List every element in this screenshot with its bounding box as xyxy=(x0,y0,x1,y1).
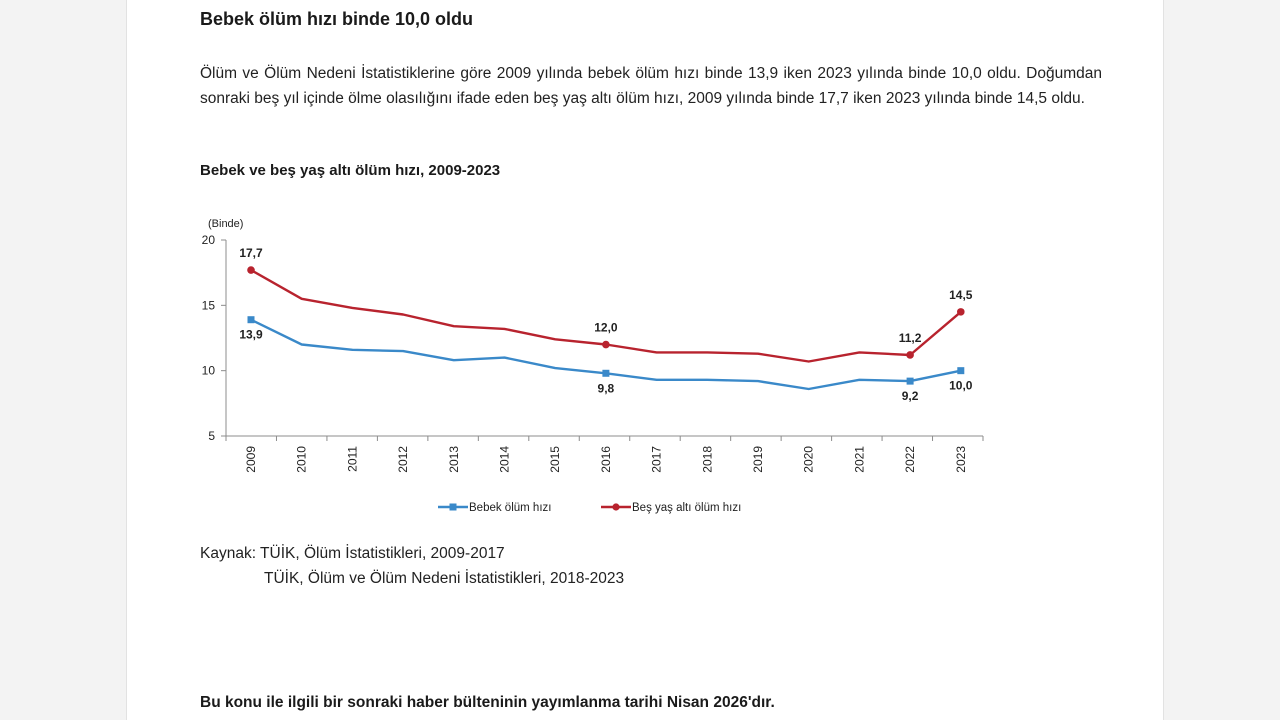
summary-paragraph: Ölüm ve Ölüm Nedeni İstatistiklerine gör… xyxy=(200,65,1102,107)
data-label: 11,2 xyxy=(899,331,922,345)
data-point-marker xyxy=(247,266,255,274)
y-unit-label: (Binde) xyxy=(208,218,243,230)
legend-marker xyxy=(612,503,620,511)
source-line-2: TÜİK, Ölüm ve Ölüm Nedeni İstatistikleri… xyxy=(264,570,625,587)
data-label: 9,8 xyxy=(598,381,615,395)
data-point-marker xyxy=(602,369,610,377)
x-tick-label: 2022 xyxy=(903,446,917,473)
legend-label: Beş yaş altı ölüm hızı xyxy=(632,502,741,514)
y-tick-label: 10 xyxy=(202,364,216,378)
x-tick-label: 2018 xyxy=(700,446,714,473)
x-tick-label: 2013 xyxy=(447,446,461,473)
x-tick-label: 2012 xyxy=(396,446,410,473)
x-tick-label: 2014 xyxy=(498,446,512,473)
data-point-marker xyxy=(602,340,610,349)
y-tick-label: 15 xyxy=(202,298,216,312)
data-point-marker xyxy=(906,351,914,359)
y-tick-label: 20 xyxy=(202,233,216,247)
data-point-marker xyxy=(906,377,914,385)
data-point-marker xyxy=(957,308,965,316)
chart-title: Bebek ve beş yaş altı ölüm hızı, 2009-20… xyxy=(200,162,501,179)
data-label: 14,5 xyxy=(949,288,973,302)
x-tick-label: 2019 xyxy=(751,446,765,473)
next-release-note: Bu konu ile ilgili bir sonraki haber bül… xyxy=(200,694,775,711)
data-point-marker xyxy=(247,316,255,324)
legend-marker xyxy=(449,503,457,511)
x-tick-label: 2010 xyxy=(295,446,309,473)
source-line-1: Kaynak: TÜİK, Ölüm İstatistikleri, 2009-… xyxy=(200,545,505,562)
x-tick-label: 2011 xyxy=(345,446,359,472)
headline: Bebek ölüm hızı binde 10,0 oldu xyxy=(200,9,474,29)
data-label: 12,0 xyxy=(594,321,618,335)
data-label: 9,2 xyxy=(902,389,919,403)
data-label: 13,9 xyxy=(239,328,263,342)
x-tick-label: 2020 xyxy=(802,446,816,473)
x-tick-label: 2017 xyxy=(650,446,664,473)
bulletin-page xyxy=(126,0,1164,720)
y-tick-label: 5 xyxy=(208,429,215,443)
x-tick-label: 2023 xyxy=(954,446,968,473)
data-label: 17,7 xyxy=(239,246,263,260)
x-tick-label: 2009 xyxy=(244,446,258,473)
x-tick-label: 2021 xyxy=(852,446,866,473)
data-point-marker xyxy=(957,367,965,375)
legend-label: Bebek ölüm hızı xyxy=(469,502,551,514)
data-label: 10,0 xyxy=(949,379,973,393)
x-tick-label: 2016 xyxy=(599,446,613,473)
x-tick-label: 2015 xyxy=(548,446,562,473)
